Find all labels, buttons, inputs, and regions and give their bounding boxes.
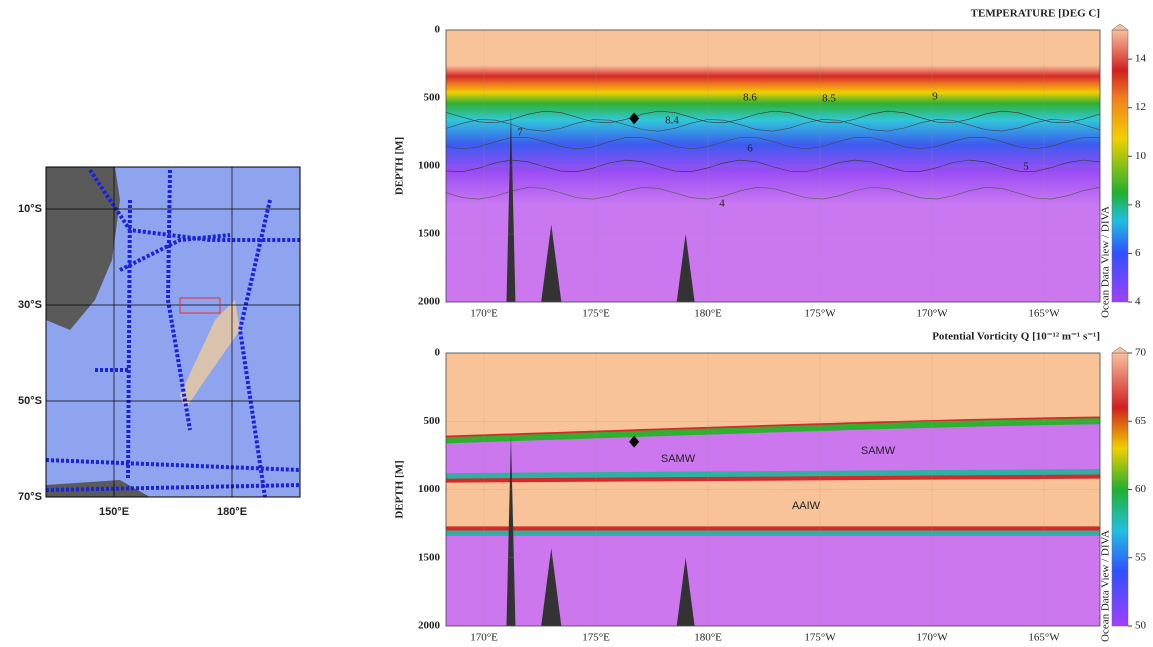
colorbar-tick-label: 70 bbox=[1135, 347, 1147, 359]
y-tick-label: 1000 bbox=[418, 160, 441, 172]
section-panel: 0 500 1000 1500 2000 170°E 175°E 180°E 175°W 170°… bbox=[394, 8, 1147, 320]
water-mass-label: AAIW bbox=[792, 500, 821, 512]
y-tick-label: 2000 bbox=[418, 296, 441, 308]
y-axis-label: DEPTH [M] bbox=[394, 137, 406, 195]
figure: 10°S30°S50°S70°S150°E180°E 0500100015002… bbox=[0, 0, 1153, 647]
lon-label: 180°E bbox=[217, 506, 247, 518]
x-tick-label: 165°W bbox=[1028, 632, 1060, 644]
y-tick-label: 1000 bbox=[418, 483, 441, 495]
colorbar-tick-label: 6 bbox=[1135, 247, 1141, 259]
panel-title: Potential Vorticity Q [10⁻¹² m⁻¹ s⁻¹] bbox=[932, 331, 1100, 343]
lat-label: 10°S bbox=[18, 203, 42, 215]
lat-label: 30°S bbox=[18, 299, 42, 311]
water-mass-label: SAMW bbox=[861, 445, 896, 457]
colorbar-tick-label: 50 bbox=[1135, 620, 1147, 632]
lat-label: 50°S bbox=[18, 395, 42, 407]
map bbox=[46, 167, 300, 497]
panel-title: TEMPERATURE [DEG C] bbox=[971, 8, 1100, 20]
x-tick-label: 170°E bbox=[470, 308, 498, 320]
contour-label: 6 bbox=[747, 143, 753, 155]
x-tick-label: 165°W bbox=[1028, 308, 1060, 320]
y-tick-label: 2000 bbox=[418, 620, 441, 632]
y-tick-label: 0 bbox=[435, 347, 441, 359]
colorbar bbox=[1112, 353, 1128, 626]
colorbar-tick-label: 55 bbox=[1135, 551, 1147, 563]
x-tick-label: 170°E bbox=[470, 632, 498, 644]
section-panel: 0 500 1000 1500 2000 170°E 175°E 180°E 175°W 170°… bbox=[394, 331, 1147, 644]
x-tick-label: 180°E bbox=[694, 308, 722, 320]
x-tick-label: 175°E bbox=[582, 308, 610, 320]
x-tick-label: 175°E bbox=[582, 632, 610, 644]
colorbar bbox=[1112, 30, 1128, 302]
y-tick-label: 500 bbox=[424, 415, 441, 427]
colorbar-tick-label: 14 bbox=[1135, 53, 1147, 65]
x-tick-label: 175°W bbox=[804, 308, 836, 320]
colorbar-tick-label: 60 bbox=[1135, 483, 1147, 495]
watermark: Ocean Data View / DIVA bbox=[1100, 530, 1112, 642]
colorbar-tick-label: 65 bbox=[1135, 415, 1147, 427]
colorbar-tick-label: 4 bbox=[1135, 296, 1141, 308]
contour-label: 5 bbox=[1023, 161, 1029, 173]
x-tick-label: 170°W bbox=[916, 632, 948, 644]
y-tick-label: 1500 bbox=[418, 228, 441, 240]
water-mass-label: SAMW bbox=[661, 453, 696, 465]
contour-label: 8.4 bbox=[665, 115, 679, 127]
y-tick-label: 1500 bbox=[418, 551, 441, 563]
x-tick-label: 180°E bbox=[694, 632, 722, 644]
y-axis-label: DEPTH [M] bbox=[394, 460, 406, 518]
contour-label: 8.5 bbox=[822, 93, 836, 105]
colorbar-cap bbox=[1112, 347, 1128, 353]
y-tick-label: 500 bbox=[424, 92, 441, 104]
lon-label: 150°E bbox=[99, 506, 129, 518]
watermark: Ocean Data View / DIVA bbox=[1100, 206, 1112, 318]
contour-label: 8.6 bbox=[743, 92, 757, 104]
x-tick-label: 175°W bbox=[804, 632, 836, 644]
colorbar-cap bbox=[1112, 24, 1128, 30]
colorbar-tick-label: 12 bbox=[1135, 101, 1146, 113]
pv-band bbox=[446, 479, 1100, 527]
colorbar-tick-label: 8 bbox=[1135, 198, 1141, 210]
contour-label: 4 bbox=[719, 198, 725, 210]
contour-label: 7 bbox=[517, 127, 523, 139]
y-tick-label: 0 bbox=[435, 24, 441, 36]
contour-label: 9 bbox=[932, 91, 938, 103]
colorbar-tick-label: 10 bbox=[1135, 150, 1147, 162]
lat-label: 70°S bbox=[18, 491, 42, 503]
x-tick-label: 170°W bbox=[916, 308, 948, 320]
